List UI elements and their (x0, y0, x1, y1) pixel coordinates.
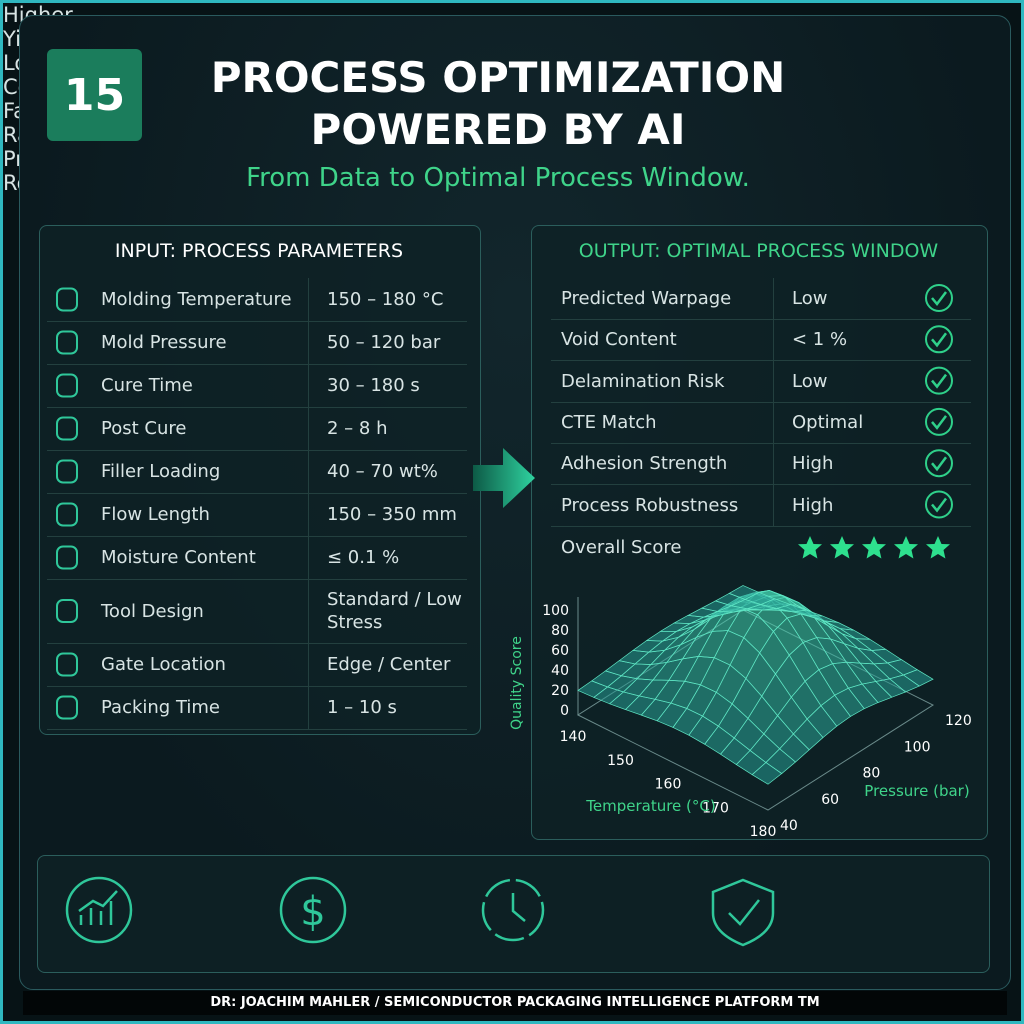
badge: 15 (47, 49, 142, 141)
param-name: Gate Location (101, 654, 226, 675)
input-panel (39, 225, 481, 735)
input-row: Moisture Content ≤ 0.1 % (47, 536, 467, 580)
output-row: Process Robustness High (551, 484, 971, 527)
output-row: Predicted Warpage Low (551, 278, 971, 320)
input-row: Packing Time 1 – 10 s (47, 686, 467, 730)
param-name: Molding Temperature (101, 289, 292, 310)
param-value: 150 – 180 °C (308, 278, 467, 321)
output-name: Delamination Risk (561, 370, 725, 392)
title: POWERED BY AI (310, 105, 686, 154)
param-value: 150 – 350 mm (308, 493, 467, 536)
input-row: Tool Design Standard / Low Stress (47, 579, 467, 644)
output-value: Low (773, 278, 971, 319)
output-row: CTE Match Optimal (551, 401, 971, 444)
input-row: Cure Time 30 – 180 s (47, 364, 467, 408)
param-value: 30 – 180 s (308, 364, 467, 407)
input-row: Post Cure 2 – 8 h (47, 407, 467, 451)
param-name: Flow Length (101, 504, 210, 525)
input-row: Flow Length 150 – 350 mm (47, 493, 467, 537)
param-value: ≤ 0.1 % (308, 536, 467, 579)
subtitle: From Data to Optimal Process Window. (246, 163, 750, 193)
param-value: Standard / Low Stress (308, 579, 467, 643)
input-row: Gate Location Edge / Center (47, 643, 467, 687)
output-value: Optimal (773, 401, 971, 443)
footer-strip (23, 991, 1007, 1015)
output-value: High (773, 484, 971, 526)
param-name: Packing Time (101, 697, 221, 718)
score-row: Overall Score (551, 526, 971, 569)
param-name: Moisture Content (101, 547, 256, 568)
output-row: Adhesion Strength High (551, 443, 971, 486)
input-title: INPUT: PROCESS PARAMETERS (114, 240, 404, 262)
input-row: Filler Loading 40 – 70 wt% (47, 450, 467, 494)
output-row: Delamination Risk Low (551, 360, 971, 403)
param-value: Edge / Center (308, 643, 467, 686)
footer: DR: JOACHIM MAHLER / SEMICONDUCTOR PACKA… (210, 995, 820, 1010)
param-name: Mold Pressure (101, 332, 227, 353)
output-name: Adhesion Strength (561, 453, 728, 475)
output-name: Predicted Warpage (561, 288, 732, 309)
param-value: 1 – 10 s (308, 686, 467, 729)
param-value: 50 – 120 bar (308, 321, 467, 364)
score-label: Overall Score (561, 537, 682, 558)
param-value: 2 – 8 h (308, 407, 467, 450)
param-value: 40 – 70 wt% (308, 450, 467, 493)
input-row: Molding Temperature 150 – 180 °C (47, 278, 467, 322)
output-name: Process Robustness (561, 494, 739, 516)
param-name: Post Cure (101, 418, 187, 439)
output-value: Low (773, 360, 971, 402)
title: PROCESS OPTIMIZATION (210, 53, 786, 102)
output-title: OUTPUT: OPTIMAL PROCESS WINDOW (578, 240, 939, 262)
output-name: CTE Match (561, 411, 657, 433)
output-row: Void Content < 1 % (551, 319, 971, 362)
param-name: Tool Design (101, 600, 204, 622)
output-name: Void Content (561, 329, 677, 351)
output-value: High (773, 443, 971, 485)
output-value: < 1 % (773, 319, 971, 361)
param-name: Filler Loading (101, 461, 221, 482)
param-name: Cure Time (101, 375, 193, 396)
benefits-panel (37, 855, 990, 973)
input-row: Mold Pressure 50 – 120 bar (47, 321, 467, 365)
